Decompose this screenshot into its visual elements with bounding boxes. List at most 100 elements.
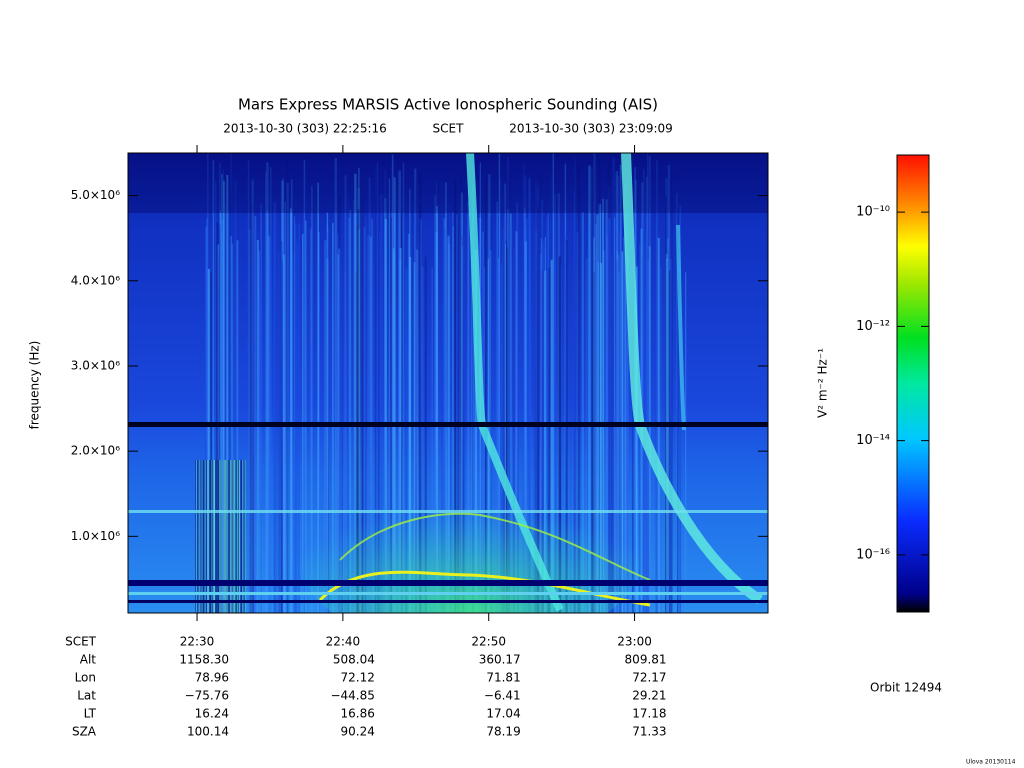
texture — [550, 259, 553, 613]
texture — [298, 223, 300, 613]
texture — [200, 460, 202, 613]
texture — [361, 177, 364, 613]
texture — [574, 162, 577, 613]
orbit-label: Orbit 12494 — [870, 681, 942, 695]
texture — [278, 272, 281, 613]
ephemeris-label: SCET — [65, 635, 97, 649]
texture — [295, 223, 297, 613]
texture — [509, 213, 512, 613]
texture — [523, 207, 526, 613]
texture — [619, 179, 621, 613]
x-tick-label: 23:00 — [617, 635, 652, 649]
texture — [211, 460, 213, 613]
texture — [535, 181, 538, 613]
colorbar-tick-label: 10⁻¹⁰ — [856, 205, 890, 220]
texture — [596, 214, 599, 613]
ephemeris-label: SZA — [72, 725, 97, 739]
texture — [484, 181, 487, 613]
texture — [670, 171, 673, 613]
y-tick-label: 4.0×10⁶ — [71, 273, 120, 287]
texture — [388, 247, 391, 613]
texture — [555, 258, 557, 613]
texture — [128, 422, 768, 427]
texture — [252, 181, 255, 613]
texture — [212, 160, 215, 613]
texture — [408, 256, 412, 613]
texture — [552, 153, 555, 613]
texture — [254, 215, 257, 613]
texture — [286, 182, 289, 613]
texture — [399, 247, 402, 613]
texture — [528, 179, 531, 613]
texture — [390, 217, 393, 613]
texture — [237, 460, 239, 613]
texture — [233, 460, 235, 613]
texture — [535, 230, 538, 613]
texture — [223, 206, 226, 613]
texture — [490, 250, 492, 613]
ephemeris-label: Lat — [77, 689, 96, 703]
texture — [443, 263, 446, 613]
texture — [553, 193, 557, 613]
texture — [444, 182, 447, 613]
texture — [205, 460, 207, 613]
texture — [214, 460, 216, 613]
y-tick-label: 5.0×10⁶ — [71, 188, 120, 202]
texture — [215, 460, 217, 613]
texture — [419, 242, 422, 613]
texture — [450, 250, 452, 613]
texture — [591, 165, 594, 613]
chart-title: Mars Express MARSIS Active Ionospheric S… — [238, 96, 658, 114]
texture — [679, 205, 682, 613]
texture — [660, 267, 662, 613]
ephemeris-value: 78.19 — [486, 725, 520, 739]
ephemeris-value: 72.17 — [632, 671, 666, 685]
ephemeris-value: 17.18 — [632, 707, 666, 721]
texture — [599, 262, 603, 613]
texture — [209, 460, 211, 613]
texture — [614, 217, 616, 613]
texture — [506, 247, 508, 613]
texture — [212, 460, 214, 613]
texture — [213, 460, 215, 613]
texture — [549, 173, 552, 613]
texture — [615, 260, 619, 613]
texture — [128, 153, 768, 213]
texture — [669, 270, 671, 613]
texture — [207, 460, 209, 613]
texture — [206, 218, 209, 613]
texture — [390, 212, 392, 613]
texture — [317, 182, 319, 613]
texture — [499, 179, 502, 613]
texture — [665, 253, 668, 613]
texture — [615, 171, 619, 613]
texture — [434, 195, 437, 613]
texture — [546, 217, 549, 613]
texture — [398, 170, 401, 613]
texture — [635, 266, 638, 613]
texture — [368, 177, 371, 613]
ephemeris-label: Lon — [75, 671, 96, 685]
texture — [624, 230, 627, 613]
texture — [128, 592, 768, 595]
texture — [496, 201, 499, 613]
texture — [257, 251, 259, 613]
texture — [219, 460, 221, 613]
texture — [347, 204, 350, 613]
texture — [230, 153, 233, 613]
texture — [251, 179, 254, 613]
texture — [440, 182, 444, 613]
texture — [621, 251, 624, 613]
spectrogram — [128, 153, 768, 613]
ephemeris-value: −44.85 — [330, 689, 374, 703]
ephemeris-label: Alt — [80, 653, 97, 667]
texture — [218, 460, 220, 613]
texture — [558, 256, 561, 613]
texture — [509, 225, 511, 613]
texture — [221, 460, 223, 613]
ephemeris-value: 78.96 — [195, 671, 229, 685]
texture — [337, 254, 340, 613]
texture — [210, 460, 212, 613]
texture — [211, 460, 213, 613]
texture — [570, 186, 572, 613]
